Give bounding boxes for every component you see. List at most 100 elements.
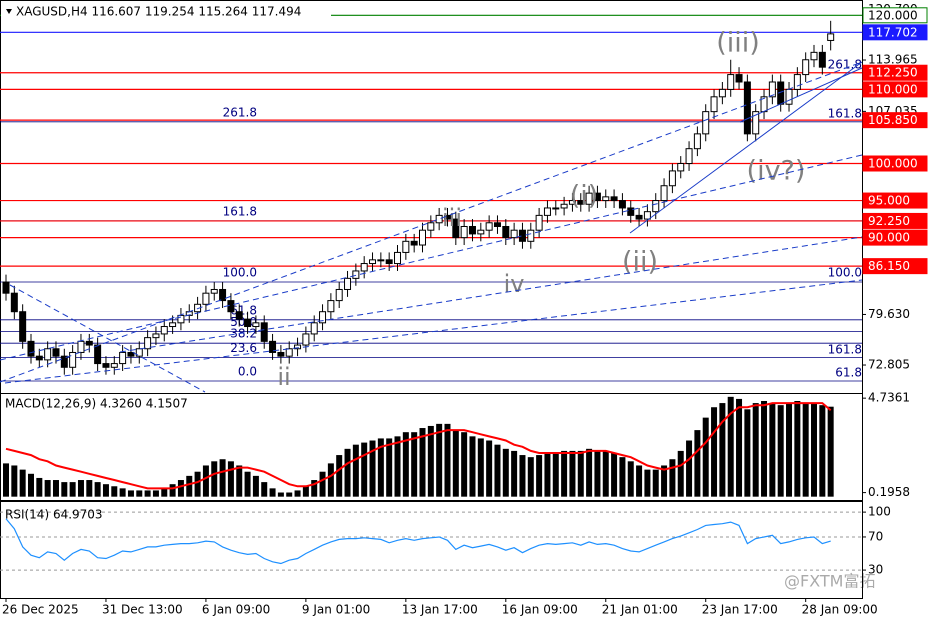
- candle-body: [110, 363, 118, 368]
- candle-body: [652, 200, 660, 213]
- candle-body: [327, 300, 335, 313]
- fib-label: 261.8: [223, 105, 257, 119]
- macd-bar: [177, 480, 184, 497]
- price-label-box: [862, 155, 928, 172]
- macd-bar: [661, 465, 668, 497]
- candle-body: [593, 192, 601, 202]
- candle-body: [160, 326, 168, 335]
- candle-body: [335, 288, 343, 302]
- x-tick-label: 28 Jan 09:00: [802, 603, 878, 617]
- candle-body: [610, 196, 618, 202]
- macd-bar: [377, 438, 384, 497]
- macd-bar: [27, 473, 34, 497]
- macd-bar: [102, 484, 109, 497]
- x-tick-label: 26 Dec 2025: [2, 603, 79, 617]
- macd-bar: [3, 463, 9, 497]
- macd-bar: [669, 459, 676, 497]
- candle-body: [2, 281, 10, 294]
- trendline: [4, 279, 863, 384]
- macd-bar: [777, 405, 784, 497]
- fib-label: 0.0: [238, 364, 257, 378]
- candle-body: [643, 211, 651, 220]
- macd-bar: [452, 430, 459, 497]
- candle-body: [802, 59, 810, 76]
- price-label-box: [862, 258, 928, 275]
- candle-body: [493, 222, 501, 227]
- macd-bar: [711, 407, 718, 497]
- macd-bar: [86, 480, 93, 497]
- fib-label: 161.8: [828, 343, 862, 357]
- candle-body: [294, 344, 302, 350]
- macd-bar: [394, 436, 401, 497]
- price-label: 95.000: [868, 194, 910, 208]
- macd-bar: [577, 450, 584, 497]
- candle-body: [810, 51, 818, 61]
- candle-body: [460, 225, 468, 239]
- macd-bar: [719, 403, 726, 497]
- y-tick-label: 4.7361: [868, 391, 910, 405]
- candle-body: [693, 133, 701, 150]
- macd-bar: [644, 469, 651, 497]
- candle-body: [285, 348, 293, 357]
- macd-bar: [727, 396, 734, 497]
- candle-body: [768, 81, 776, 98]
- macd-bar: [552, 452, 559, 497]
- candle-body: [52, 348, 60, 357]
- candle-body: [702, 111, 710, 135]
- macd-bar: [527, 457, 534, 497]
- candle-body: [227, 300, 235, 313]
- macd-bar: [561, 450, 568, 497]
- candle-body: [752, 111, 760, 135]
- candle-body: [827, 33, 835, 41]
- wave-label: ii: [277, 363, 290, 391]
- macd-bar: [702, 417, 709, 497]
- candle-body: [352, 270, 360, 279]
- price-label-box: [862, 81, 928, 98]
- candle-body: [235, 311, 243, 320]
- macd-bar: [411, 432, 418, 497]
- macd-bar: [586, 448, 593, 497]
- indicator-title: RSI(14) 64.9703: [5, 508, 103, 522]
- candle-body: [85, 340, 93, 346]
- macd-bar: [252, 475, 259, 497]
- candle-body: [485, 222, 493, 231]
- trendline: [119, 236, 863, 353]
- macd-bar: [827, 406, 834, 497]
- price-label: 117.702: [868, 25, 918, 39]
- macd-bar: [127, 490, 134, 497]
- macd-bar: [786, 403, 793, 497]
- candle-body: [577, 200, 585, 205]
- macd-bar: [469, 436, 476, 497]
- watermark: @FXTM富拓: [784, 572, 875, 591]
- macd-bar: [111, 486, 118, 497]
- trendlines: [0, 61, 863, 393]
- candle-body: [35, 355, 43, 361]
- price-label: 120.000: [868, 8, 918, 22]
- fib-label: 161.8: [828, 107, 862, 121]
- price-label: 100.000: [868, 157, 918, 171]
- candle-body: [394, 251, 402, 265]
- candle-body: [219, 288, 227, 302]
- macd-bar: [419, 428, 426, 497]
- macd-bar: [802, 403, 809, 497]
- candle-body: [627, 207, 635, 216]
- macd-bar: [344, 448, 351, 497]
- y-tick-label: 72.805: [868, 358, 910, 372]
- macd-bar: [744, 409, 751, 497]
- macd-bar: [19, 469, 26, 497]
- candle-body: [502, 225, 510, 239]
- macd-bar: [319, 471, 326, 497]
- macd-bar: [119, 488, 126, 497]
- wave-label: (ii): [622, 247, 658, 278]
- macd-bar: [369, 440, 376, 497]
- macd-bar: [511, 450, 518, 497]
- candle-body: [543, 207, 551, 216]
- candle-body: [518, 229, 526, 242]
- price-label-box: [862, 64, 928, 81]
- price-label-box: [862, 24, 928, 41]
- macd-bar: [169, 484, 176, 497]
- candle-body: [360, 263, 368, 272]
- macd-bar: [61, 482, 68, 497]
